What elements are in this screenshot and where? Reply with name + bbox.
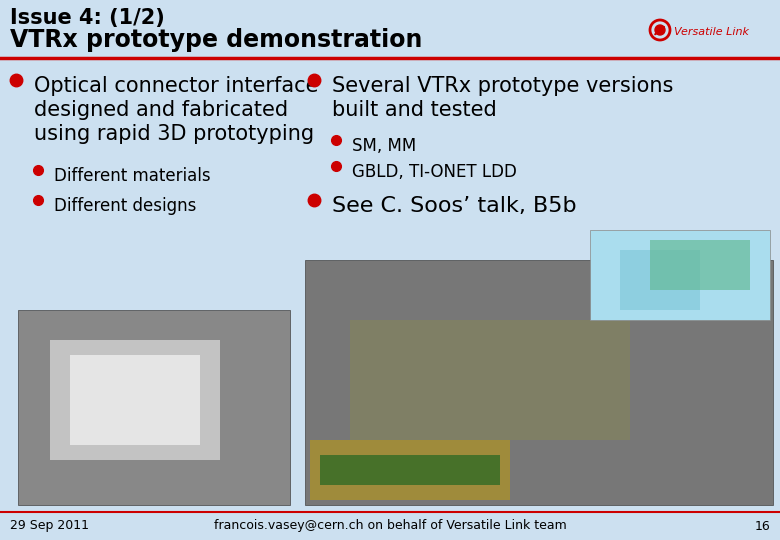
Text: Versatile Link: Versatile Link: [674, 27, 749, 37]
Text: VTRx prototype demonstration: VTRx prototype demonstration: [10, 28, 423, 52]
Text: GBLD, TI-ONET LDD: GBLD, TI-ONET LDD: [352, 163, 517, 181]
Bar: [320, 455, 500, 485]
Bar: [310, 440, 510, 500]
Bar: [50, 340, 220, 460]
Bar: [18, 310, 290, 505]
Text: 29 Sep 2011: 29 Sep 2011: [10, 519, 89, 532]
Bar: [305, 260, 773, 505]
Text: using rapid 3D prototyping: using rapid 3D prototyping: [34, 124, 314, 144]
Bar: [650, 240, 750, 290]
Bar: [70, 355, 200, 445]
Text: SM, MM: SM, MM: [352, 137, 417, 155]
Text: Issue 4: (1/2): Issue 4: (1/2): [10, 8, 165, 28]
Text: See C. Soos’ talk, B5b: See C. Soos’ talk, B5b: [332, 196, 576, 216]
Text: built and tested: built and tested: [332, 100, 497, 120]
Bar: [590, 230, 770, 320]
Text: Optical connector interface: Optical connector interface: [34, 76, 318, 96]
Text: Different designs: Different designs: [54, 197, 197, 215]
Text: 16: 16: [754, 519, 770, 532]
Text: designed and fabricated: designed and fabricated: [34, 100, 288, 120]
Circle shape: [655, 25, 665, 35]
Bar: [620, 250, 700, 310]
Text: francois.vasey@cern.ch on behalf of Versatile Link team: francois.vasey@cern.ch on behalf of Vers…: [214, 519, 566, 532]
Text: Different materials: Different materials: [54, 167, 211, 185]
Text: Several VTRx prototype versions: Several VTRx prototype versions: [332, 76, 673, 96]
Bar: [350, 320, 630, 440]
